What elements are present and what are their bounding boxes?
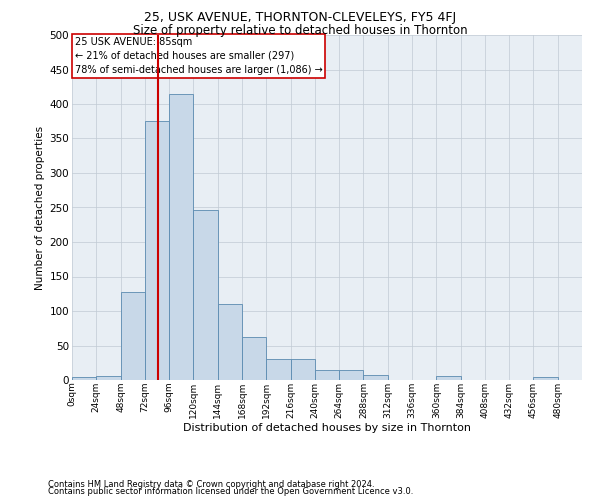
Text: Contains HM Land Registry data © Crown copyright and database right 2024.: Contains HM Land Registry data © Crown c… <box>48 480 374 489</box>
Bar <box>145 120 169 380</box>
Bar <box>364 375 388 380</box>
Bar <box>290 358 315 380</box>
Bar <box>436 376 461 380</box>
Bar <box>533 377 558 380</box>
Bar <box>266 358 290 380</box>
Text: 25, USK AVENUE, THORNTON-CLEVELEYS, FY5 4FJ: 25, USK AVENUE, THORNTON-CLEVELEYS, FY5 … <box>144 11 456 24</box>
Y-axis label: Number of detached properties: Number of detached properties <box>35 126 46 290</box>
Bar <box>96 376 121 380</box>
Bar <box>242 337 266 380</box>
Bar <box>315 370 339 380</box>
Bar <box>121 292 145 380</box>
Text: Contains public sector information licensed under the Open Government Licence v3: Contains public sector information licen… <box>48 487 413 496</box>
Bar <box>339 370 364 380</box>
Bar <box>193 210 218 380</box>
Text: Size of property relative to detached houses in Thornton: Size of property relative to detached ho… <box>133 24 467 37</box>
Bar <box>218 304 242 380</box>
X-axis label: Distribution of detached houses by size in Thornton: Distribution of detached houses by size … <box>183 424 471 434</box>
Bar <box>169 94 193 380</box>
Text: 25 USK AVENUE: 85sqm
← 21% of detached houses are smaller (297)
78% of semi-deta: 25 USK AVENUE: 85sqm ← 21% of detached h… <box>74 36 322 74</box>
Bar <box>72 377 96 380</box>
